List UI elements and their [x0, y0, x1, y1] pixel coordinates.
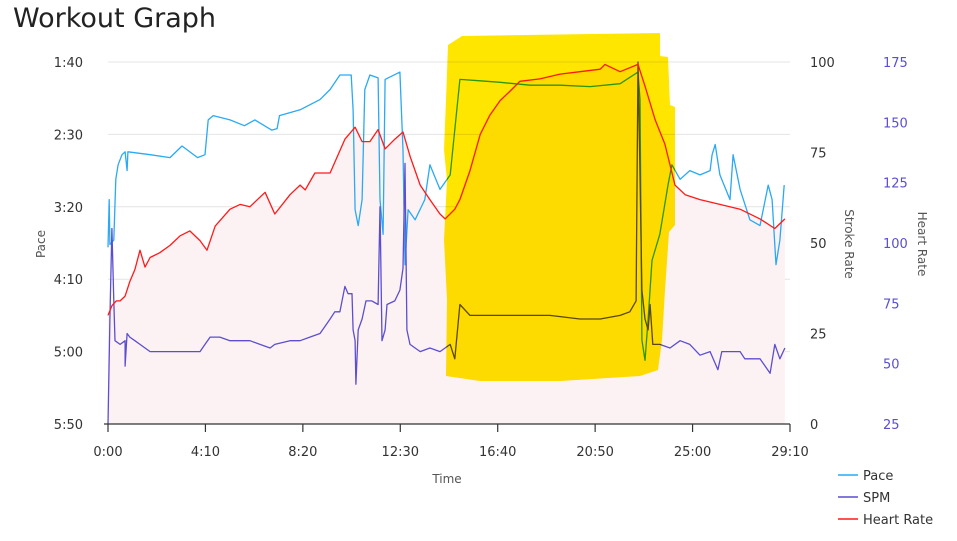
legend-item-heart-rate[interactable]: Heart Rate [838, 513, 933, 528]
x-tick-label: 4:10 [191, 445, 220, 460]
x-tick-label: 20:50 [576, 445, 613, 460]
stroke-rate-tick-label: 25 [810, 328, 827, 343]
page-title: Workout Graph [13, 3, 217, 34]
x-tick-label: 0:00 [93, 445, 122, 460]
pace-tick-label: 5:50 [54, 418, 83, 433]
heart-rate-tick-label: 175 [883, 56, 908, 71]
legend-label: Pace [863, 469, 893, 484]
heart-rate-tick-label: 50 [883, 358, 900, 373]
x-tick-label: 25:00 [674, 445, 711, 460]
heart-rate-tick-label: 100 [883, 237, 908, 252]
pace-tick-label: 4:10 [54, 273, 83, 288]
legend-label: Heart Rate [863, 513, 933, 528]
legend: Pace SPM Heart Rate [838, 469, 933, 528]
x-tick-label: 16:40 [479, 445, 516, 460]
yellow-highlight-annotation [444, 33, 675, 381]
heart-rate-tick-label: 150 [883, 116, 908, 131]
heart-rate-tick-label: 125 [883, 177, 908, 192]
y-axis-label-pace: Pace [34, 230, 48, 258]
pace-tick-label: 1:40 [54, 56, 83, 71]
stroke-rate-tick-label: 75 [810, 147, 827, 162]
stroke-rate-tick-label: 100 [810, 56, 835, 71]
x-tick-label: 29:10 [771, 445, 808, 460]
legend-item-pace[interactable]: Pace [838, 469, 893, 484]
y-axis-label-stroke-rate: Stroke Rate [842, 209, 856, 279]
axes: 1:40 2:30 3:20 4:10 5:00 5:50 0 25 50 75 100 25 50 75… [54, 56, 908, 460]
stroke-rate-tick-label: 50 [810, 237, 827, 252]
x-axis-label: Time [431, 472, 461, 486]
heart-rate-tick-label: 75 [883, 297, 900, 312]
stroke-rate-tick-label: 0 [810, 418, 818, 433]
pace-tick-label: 3:20 [54, 201, 83, 216]
x-tick-label: 8:20 [288, 445, 317, 460]
heart-rate-tick-label: 25 [883, 418, 900, 433]
x-tick-label: 12:30 [382, 445, 419, 460]
y-axis-label-heart-rate: Heart Rate [915, 212, 929, 277]
pace-tick-label: 2:30 [54, 128, 83, 143]
legend-item-spm[interactable]: SPM [838, 491, 890, 506]
legend-label: SPM [863, 491, 890, 506]
pace-tick-label: 5:00 [54, 346, 83, 361]
